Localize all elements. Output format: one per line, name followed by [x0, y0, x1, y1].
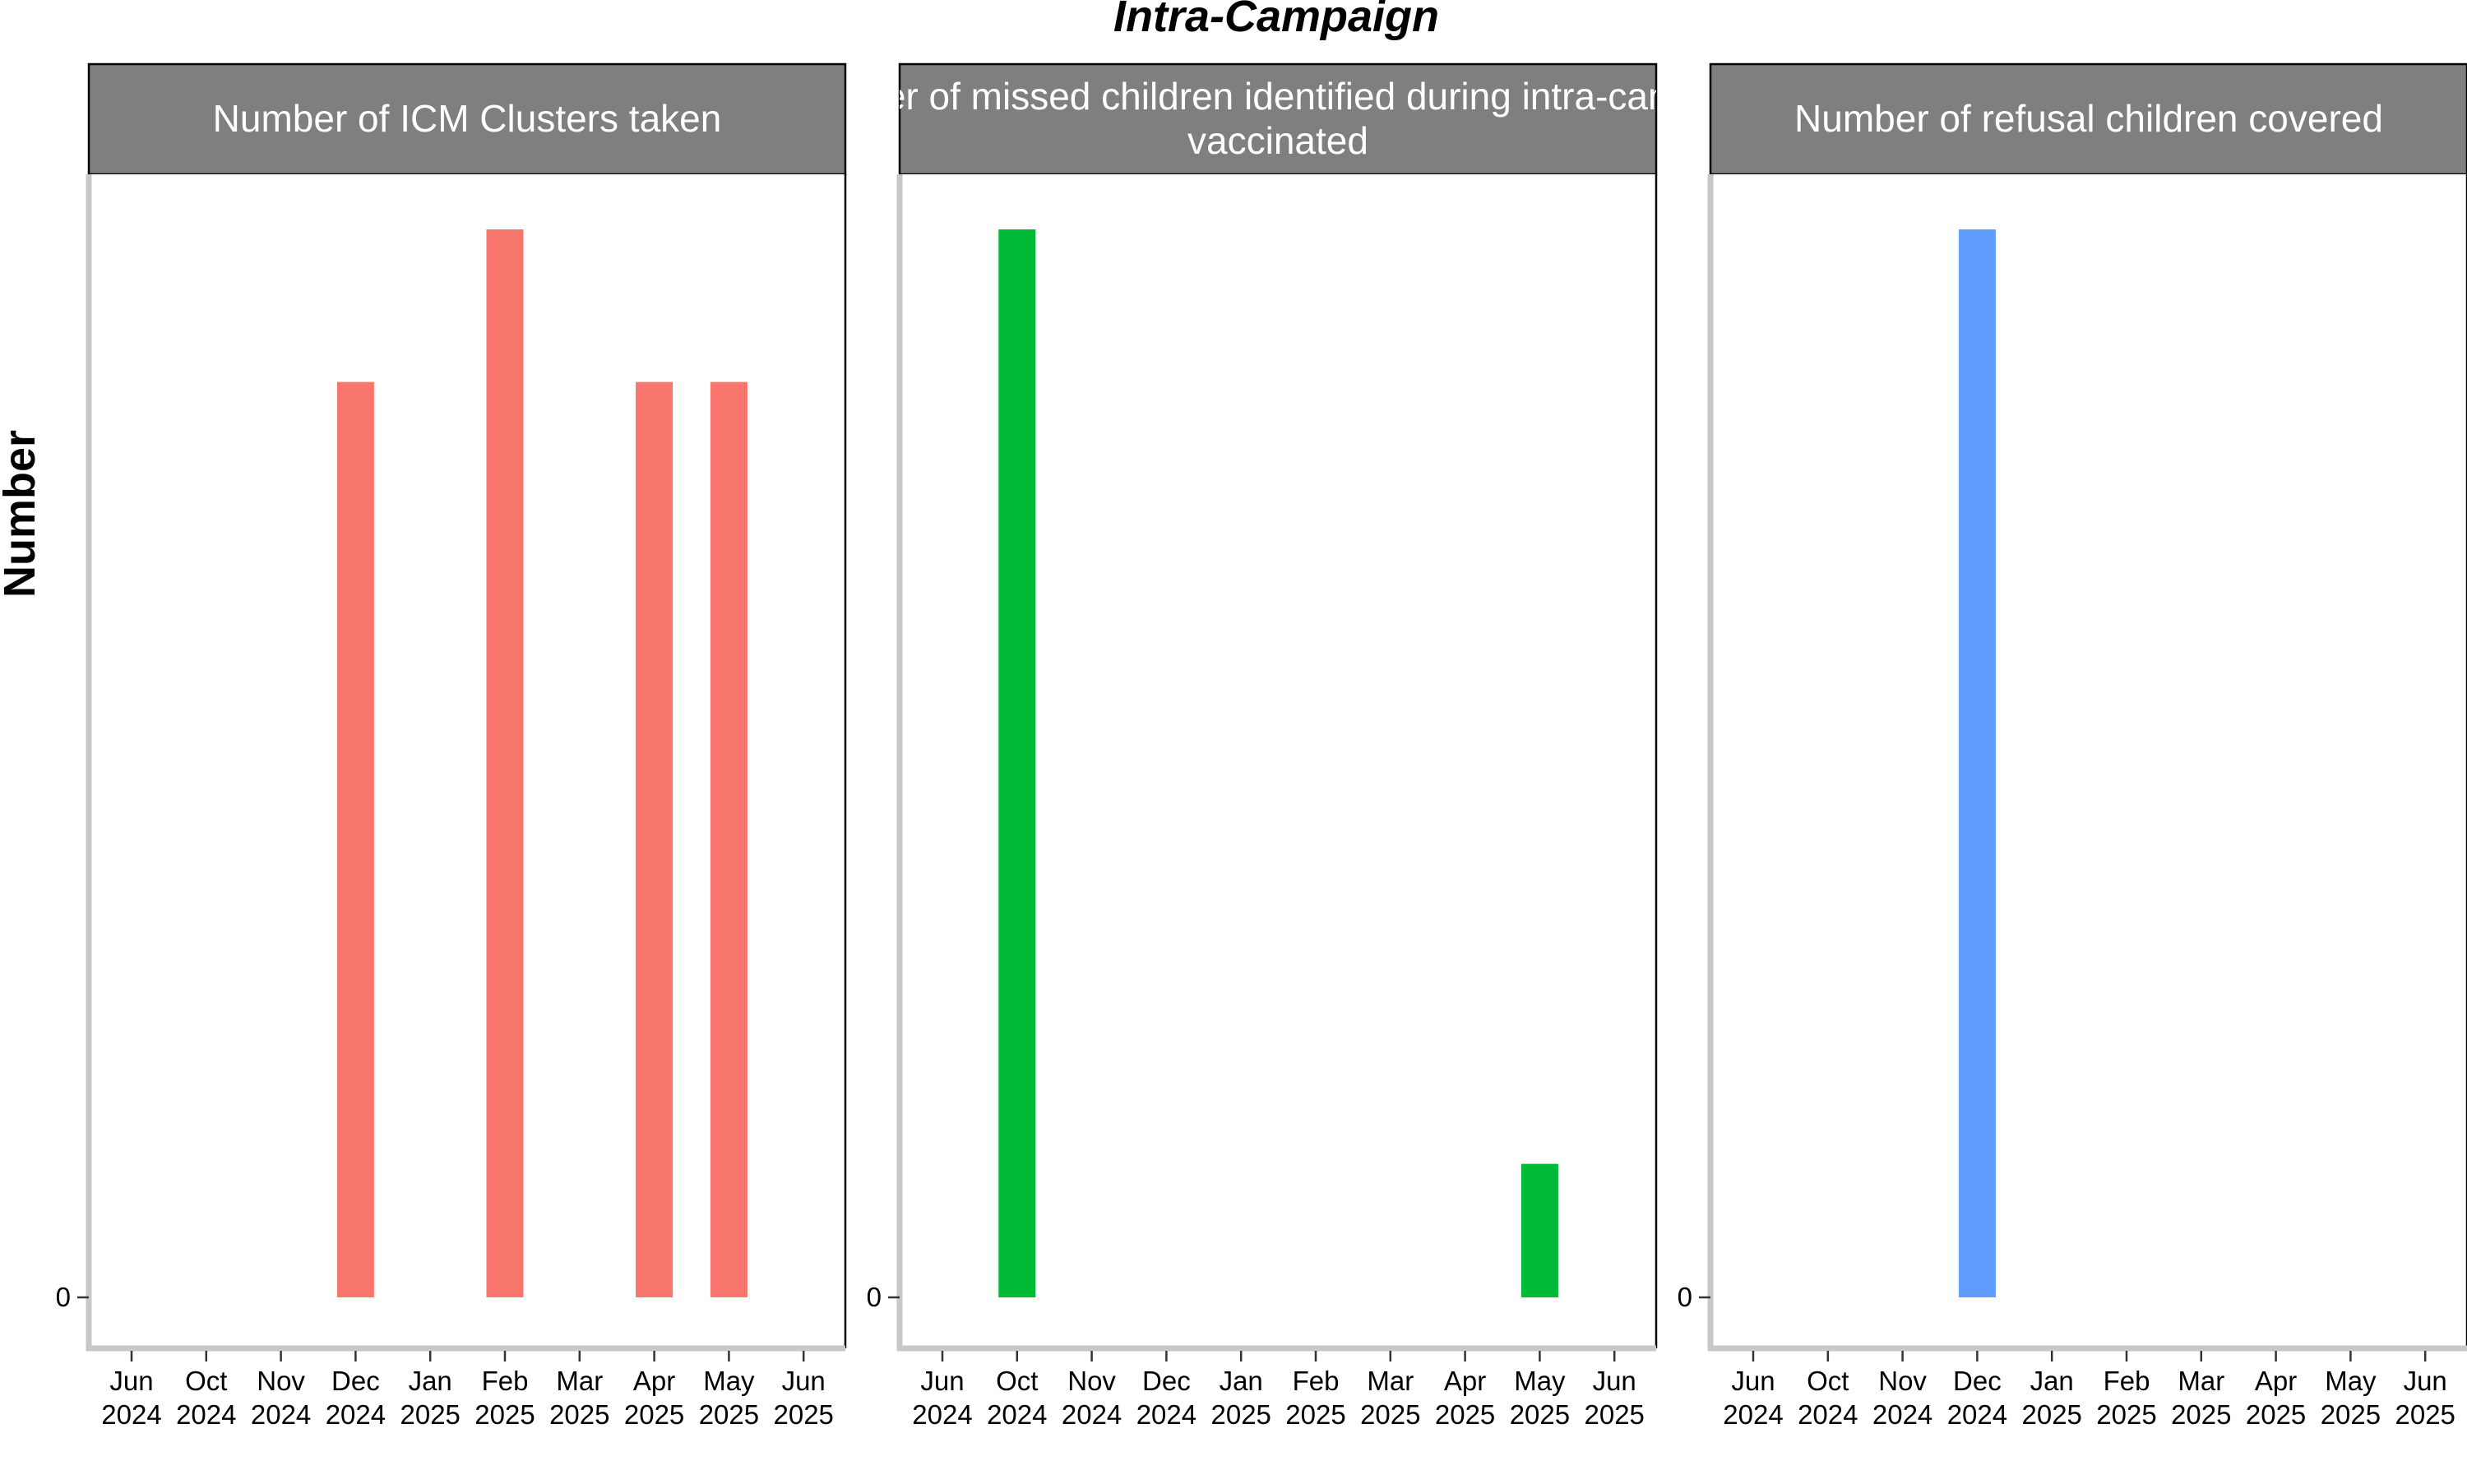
panel-2-bar [1520, 1163, 1558, 1297]
panel-1-x-tick-label-year: 2025 [773, 1399, 833, 1430]
panel-3-x-tick-label-year: 2025 [2246, 1399, 2306, 1430]
panel-1-x-tick-label-month: Jun [109, 1366, 153, 1396]
panel-3-x-tick-label-month: Jan [2030, 1366, 2074, 1396]
panel-3-x-tick-label-month: Jun [1731, 1366, 1775, 1396]
panel-2-x-tick-label-year: 2024 [1062, 1399, 1122, 1430]
panel-3-x-tick-label-year: 2025 [2171, 1399, 2231, 1430]
panel-3-x-tick-label-month: May [2325, 1366, 2377, 1396]
panel-1-x-tick-label-month: Jun [782, 1366, 826, 1396]
panel-3-x-tick-label-year: 2025 [2021, 1399, 2081, 1430]
panel-3-x-tick-label-year: 2025 [2321, 1399, 2381, 1430]
panel-3-x-tick-label-month: Dec [1953, 1366, 2002, 1396]
y-axis-label: Number [0, 430, 44, 598]
panel-1-bar [336, 381, 374, 1298]
panel-1-bar [486, 229, 524, 1297]
panel-2-x-tick-label-year: 2024 [912, 1399, 972, 1430]
panel-1-x-tick-label-month: Dec [331, 1366, 380, 1396]
panel-1-x-tick-label-month: Oct [185, 1366, 227, 1396]
panel-1-strip-title: Number of ICM Clusters taken [213, 97, 722, 140]
panel-1-bar [636, 381, 673, 1298]
panel-1-x-tick-label-month: Nov [257, 1366, 305, 1396]
panel-2-x-tick-label-year: 2025 [1285, 1399, 1345, 1430]
panel-3-x-tick-label-year: 2025 [2395, 1399, 2455, 1430]
panel-2-x-tick-label-month: Jan [1220, 1366, 1263, 1396]
panel-1-y-tick-label: 0 [56, 1282, 71, 1312]
panel-1-x-tick-label-month: Mar [556, 1366, 603, 1396]
panel-2-bar [998, 229, 1036, 1297]
panel-2-x-tick-label-month: Apr [1444, 1366, 1486, 1396]
panel-3-x-tick-label-year: 2024 [1872, 1399, 1932, 1430]
panel-2-x-tick-label-month: Dec [1142, 1366, 1191, 1396]
panel-3-x-tick-label-month: Jun [2404, 1366, 2447, 1396]
panel-2-x-tick-label-month: Jun [920, 1366, 964, 1396]
panel-3-x-tick-label-month: Oct [1807, 1366, 1849, 1396]
panel-2-x-tick-label-year: 2025 [1360, 1399, 1420, 1430]
panel-2-strip-title: vaccinated [1187, 119, 1368, 162]
panel-2-x-tick-label-month: Jun [1593, 1366, 1636, 1396]
panel-2-x-tick-label-month: Feb [1293, 1366, 1340, 1396]
panel-2-x-tick-label-month: Nov [1067, 1366, 1116, 1396]
panel-2-x-tick-label-year: 2024 [987, 1399, 1047, 1430]
panel-2-x-tick-label-month: May [1514, 1366, 1566, 1396]
panel-1-x-tick-label-year: 2025 [400, 1399, 460, 1430]
panel-3-x-tick-label-year: 2024 [1947, 1399, 2007, 1430]
panel-1-x-tick-label-year: 2025 [699, 1399, 759, 1430]
panel-1-x-tick-label-month: Apr [633, 1366, 675, 1396]
panel-1-bar [710, 381, 748, 1298]
panel-1-x-tick-label-year: 2025 [549, 1399, 609, 1430]
panel-1-x-tick-label-year: 2025 [624, 1399, 684, 1430]
panel-3-y-tick-label: 0 [1678, 1282, 1692, 1312]
panel-2-x-tick-label-month: Oct [996, 1366, 1038, 1396]
panel-3-x-tick-label-month: Mar [2178, 1366, 2224, 1396]
panel-3-bar [1958, 229, 1996, 1297]
panel-3-x-tick-label-year: 2024 [1723, 1399, 1783, 1430]
panel-3-x-tick-label-month: Feb [2104, 1366, 2150, 1396]
panel-1-x-tick-label-month: Feb [482, 1366, 529, 1396]
panel-1-x-tick-label-year: 2024 [101, 1399, 161, 1430]
panel-3-strip-title: Number of refusal children covered [1794, 97, 2383, 140]
panel-2-strip-title: Number of missed children identified dur… [784, 75, 1772, 118]
panel-2-x-tick-label-year: 2024 [1136, 1399, 1196, 1430]
panel-3-plot-area [1710, 174, 2467, 1348]
panel-1-strip [87, 62, 847, 176]
panel-2-x-tick-label-year: 2025 [1210, 1399, 1271, 1430]
panel-1-x-tick-label-year: 2024 [251, 1399, 311, 1430]
panel-2-strip [898, 62, 1658, 176]
panel-3-x-tick-label-year: 2024 [1798, 1399, 1858, 1430]
panel-2-x-tick-label-year: 2025 [1510, 1399, 1570, 1430]
panel-2-x-tick-label-year: 2025 [1435, 1399, 1495, 1430]
panel-3-strip [1709, 62, 2467, 176]
panel-2-x-tick-label-year: 2025 [1584, 1399, 1644, 1430]
panel-3-x-tick-label-month: Nov [1878, 1366, 1927, 1396]
chart-title: Intra-Campaign [1113, 0, 1439, 41]
panel-1-x-tick-label-month: Jan [409, 1366, 452, 1396]
panel-1-x-tick-label-year: 2025 [474, 1399, 535, 1430]
panel-2-y-tick-label: 0 [867, 1282, 882, 1312]
panel-3-x-tick-label-month: Apr [2255, 1366, 2297, 1396]
panel-2-x-tick-label-month: Mar [1367, 1366, 1414, 1396]
panel-1-x-tick-label-year: 2024 [326, 1399, 386, 1430]
panel-1-x-tick-label-month: May [703, 1366, 755, 1396]
panel-3-x-tick-label-year: 2025 [2096, 1399, 2156, 1430]
panel-1-x-tick-label-year: 2024 [176, 1399, 236, 1430]
